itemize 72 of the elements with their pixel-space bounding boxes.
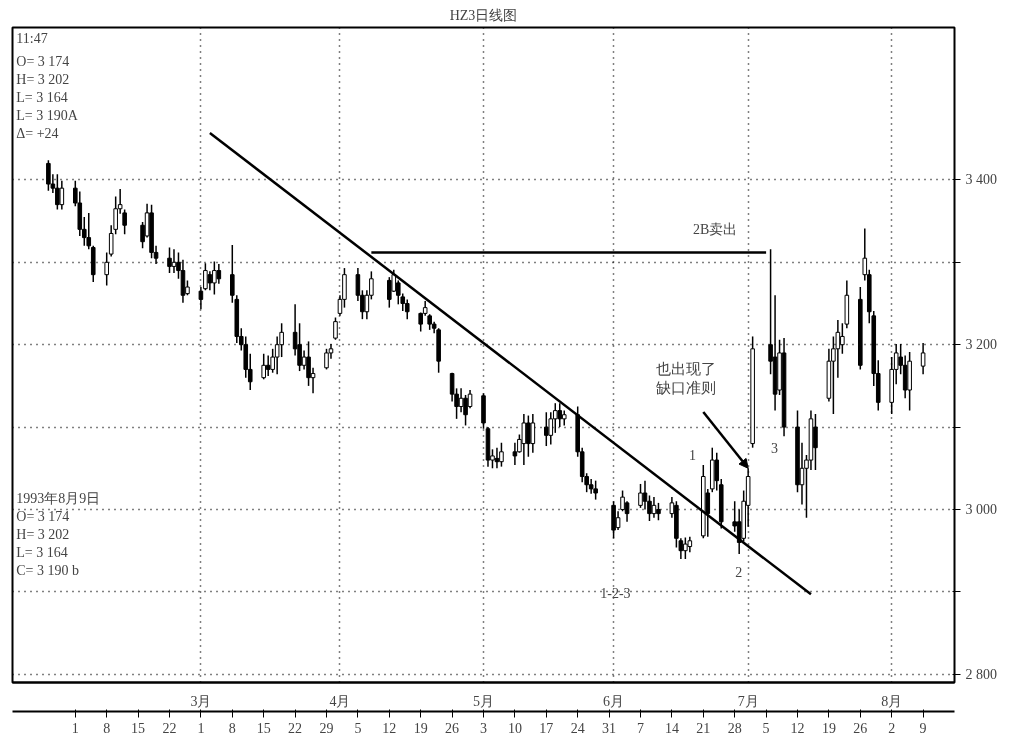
x2-tick-label: 7月	[737, 693, 759, 709]
y-tick-label: 3 000	[965, 501, 997, 517]
x-tick-label: 24	[570, 720, 585, 736]
annotation: 2	[735, 564, 743, 580]
candlestick	[624, 500, 630, 523]
x-tick-label: 15	[256, 720, 271, 736]
annotation: 2B卖出	[693, 222, 738, 238]
x-tick-label: 8	[228, 720, 236, 736]
x2-tick-label: 3月	[190, 693, 212, 709]
x-tick-label: 22	[162, 720, 177, 736]
annotation: 11:47	[16, 30, 48, 46]
chart-title: HZ3日线图	[449, 7, 518, 23]
candlestick	[548, 411, 554, 446]
x-tick-label: 17	[539, 720, 554, 736]
candlestick	[521, 413, 527, 466]
x-tick-label: 19	[413, 720, 428, 736]
x-tick-label: 26	[445, 720, 460, 736]
candlestick	[261, 353, 266, 381]
x-tick-label: 5	[762, 720, 770, 736]
candlestick	[324, 348, 329, 371]
x-tick-label: 1	[197, 720, 205, 736]
x-tick-label: 7	[637, 720, 644, 736]
y-tick-label: 3 200	[965, 337, 997, 353]
candlestick	[813, 413, 818, 471]
x-tick-label: 3	[480, 720, 487, 736]
candlestick	[499, 442, 504, 468]
x-tick-label: 5	[354, 720, 362, 736]
x-tick-label: 14	[664, 720, 679, 736]
x-tick-label: 21	[696, 720, 711, 736]
annotation: 1993年8月9日 O= 3 174 H= 3 202 L= 3 164 C= 3 190 b	[16, 490, 101, 578]
x-tick-label: 28	[727, 720, 742, 736]
x2-tick-label: 4月	[329, 693, 351, 709]
x2-tick-label: 6月	[603, 693, 625, 709]
x-tick-label: 8	[103, 720, 111, 736]
x-tick-label: 12	[382, 720, 397, 736]
x-tick-label: 26	[853, 720, 868, 736]
annotation: 3	[771, 441, 779, 457]
candlestick	[593, 479, 598, 501]
candlestick	[265, 354, 271, 377]
x-tick-label: 29	[319, 720, 334, 736]
candlestick	[404, 298, 410, 320]
x2-tick-label: 5月	[473, 693, 494, 709]
candlestick	[920, 342, 926, 376]
candlestick	[216, 263, 222, 285]
candlestick	[104, 251, 109, 287]
x-tick-label: 15	[131, 720, 146, 736]
candlestick	[530, 413, 536, 454]
x-tick-label: 31	[602, 720, 617, 736]
annotation: 1	[689, 447, 697, 463]
candlestick	[171, 248, 177, 274]
candlestick	[638, 483, 643, 509]
x-tick-label: 19	[821, 720, 836, 736]
x-tick-label: 22	[288, 720, 303, 736]
y-tick-label: 3 400	[965, 172, 997, 188]
candlestick	[512, 442, 518, 466]
x-tick-label: 10	[507, 720, 522, 736]
x-tick-label: 2	[888, 720, 896, 736]
candlestick	[333, 316, 338, 341]
candlestick	[387, 276, 392, 309]
candlestick	[544, 411, 549, 447]
annotation: O= 3 174 H= 3 202 L= 3 164 L= 3 190A Δ= +24	[16, 53, 79, 141]
annotation: 1-2-3	[600, 586, 631, 602]
candlestick	[207, 270, 213, 292]
x-tick-label: 1	[71, 720, 79, 736]
y-tick-label: 2 800	[965, 666, 997, 682]
candlestick	[46, 159, 51, 192]
candlestick	[167, 246, 172, 274]
annotation: 也出现了缺口准则	[656, 360, 717, 396]
candlestick	[642, 479, 648, 511]
x-tick-label: 12	[790, 720, 805, 736]
x2-tick-label: 8月	[881, 693, 903, 709]
x-tick-label: 9	[919, 720, 927, 736]
